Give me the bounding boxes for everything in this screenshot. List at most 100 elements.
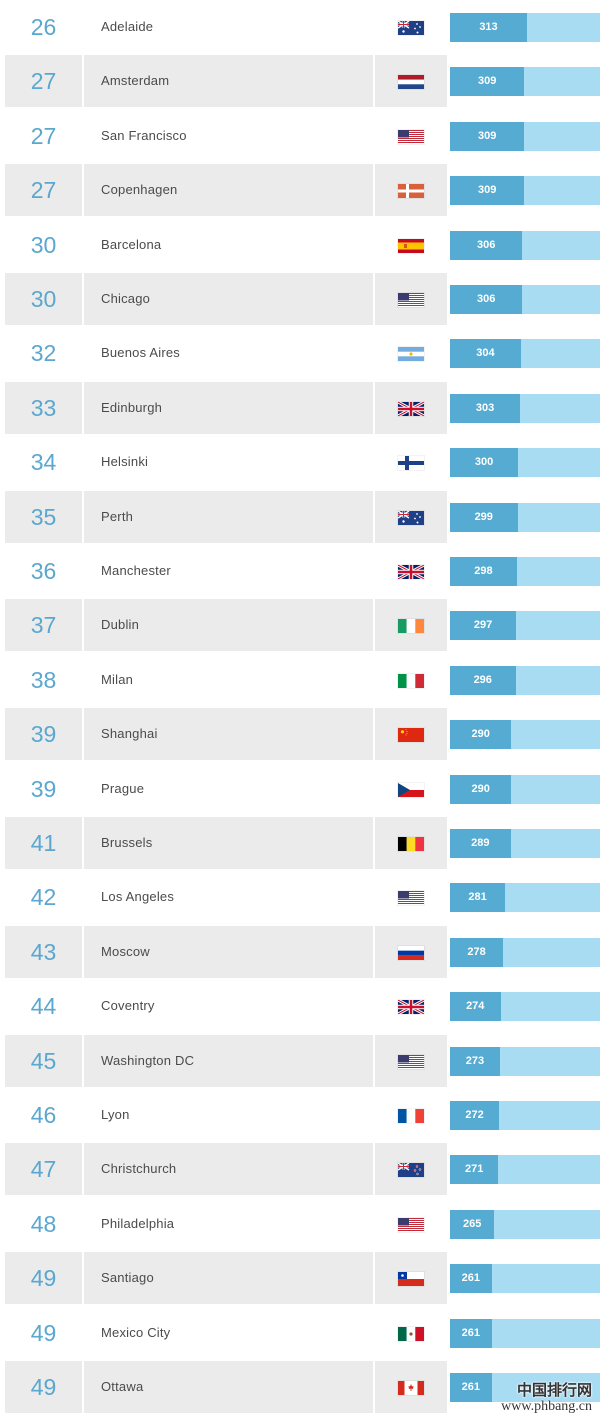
city-cell: Brussels [84,817,373,869]
city-name: Coventry [101,998,155,1014]
score-bar-track: 299 [450,502,600,532]
score-bar [450,502,518,532]
score-bar-track: 274 [450,992,600,1022]
score-label: 281 [468,891,487,904]
score-bar [450,285,523,314]
score-label: 273 [465,1054,485,1067]
city-cell: Dublin [84,599,373,652]
score-bar [450,774,512,804]
rank-number: 35 [30,503,57,530]
score-label: 261 [461,1326,480,1339]
rank-cell: 30 [5,273,82,325]
city-name: Mexico City [101,1324,171,1340]
score-bar [450,1101,500,1130]
table-row: 48 Philadelphia 265 [0,1197,600,1251]
score-bar [450,829,511,858]
score-bar-track: 306 [450,285,600,314]
table-row: 34 Helsinki 300 [0,435,600,489]
flag-cell [375,1,447,53]
score-label: 309 [477,129,497,142]
score-label: 278 [467,945,486,958]
score-bar-track: 261 [450,1318,600,1348]
rank-number: 47 [30,1156,57,1183]
score-label: 274 [466,1000,485,1013]
rank-cell: 46 [5,1089,82,1141]
city-name: Moscow [101,943,150,959]
flag-cell [375,1252,447,1305]
rank-number: 27 [30,122,57,149]
flag-cell [375,817,447,869]
rank-cell: 44 [5,980,82,1032]
score-bar [450,176,525,206]
city-name: Helsinki [101,454,149,470]
rank-number: 49 [30,1319,57,1346]
city-cell: Prague [84,763,373,815]
rank-number: 39 [30,775,57,802]
score-bar-track: 300 [450,448,600,478]
flag-cell [375,273,447,325]
score-label: 261 [461,1381,480,1393]
city-name: Chicago [101,291,151,306]
score-bar [450,1318,492,1348]
score-bar [450,393,521,423]
score-bar [450,1264,492,1294]
flag-cell [375,1089,447,1141]
table-row: 42 Los Angeles 281 [0,870,600,924]
score-label: 265 [462,1217,482,1230]
denmark-flag-icon [398,184,424,199]
score-bar-track: 309 [450,67,600,97]
flag-cell [375,654,447,706]
score-bar [450,1209,495,1239]
score-bar [450,992,501,1022]
watermark: 中国排行网 www.phbang.cn [501,1383,592,1414]
table-row: 35 Perth 299 [0,490,600,544]
flag-cell [375,545,447,597]
city-name: Manchester [101,563,171,578]
score-bar-track: 297 [450,611,600,641]
table-row: 49 Santiago 261 [0,1251,600,1305]
city-name: Prague [101,780,145,796]
city-cell: Perth [84,490,373,543]
table-row: 37 Dublin 297 [0,598,600,652]
score-bar-track: 309 [450,176,600,206]
score-bar-track: 313 [450,13,600,42]
italy-flag-icon [398,673,424,688]
rank-number: 44 [30,993,57,1020]
flag-cell [375,871,447,923]
city-cell: Philadelphia [84,1198,373,1250]
city-name: Shanghai [101,726,158,742]
rank-cell: 33 [5,381,82,434]
city-name: Brussels [101,835,153,850]
flag-cell [375,1143,447,1196]
watermark-url: www.phbang.cn [501,1399,592,1414]
rank-cell: 49 [5,1361,82,1413]
rank-cell: 41 [5,817,82,869]
table-row: 27 San Francisco 309 [0,109,600,163]
flag-cell [375,925,447,978]
rank-number: 34 [30,449,57,476]
city-cell: Mexico City [84,1307,373,1359]
rank-number: 49 [30,1265,57,1292]
table-row: 49 Mexico City 261 [0,1306,600,1360]
score-bar-track: 265 [450,1209,600,1239]
usa-flag-icon [398,1217,424,1232]
score-bar [450,13,527,42]
city-name: Santiago [101,1270,154,1286]
city-cell: Lyon [84,1089,373,1141]
city-name: Ottawa [101,1379,144,1394]
score-label: 309 [477,184,497,197]
score-bar [450,883,506,913]
score-bar [450,230,523,260]
city-name: Amsterdam [101,73,170,89]
rank-cell: 34 [5,436,82,488]
city-name: Christchurch [101,1161,177,1177]
flag-cell [375,1034,447,1087]
score-label: 299 [474,510,493,523]
score-bar [450,1373,492,1402]
score-label: 297 [473,619,493,632]
city-cell: Helsinki [84,436,373,488]
rank-number: 48 [30,1210,57,1237]
flag-cell [375,1307,447,1359]
uk-flag-icon [398,1000,424,1015]
score-bar-track: 304 [450,339,600,369]
